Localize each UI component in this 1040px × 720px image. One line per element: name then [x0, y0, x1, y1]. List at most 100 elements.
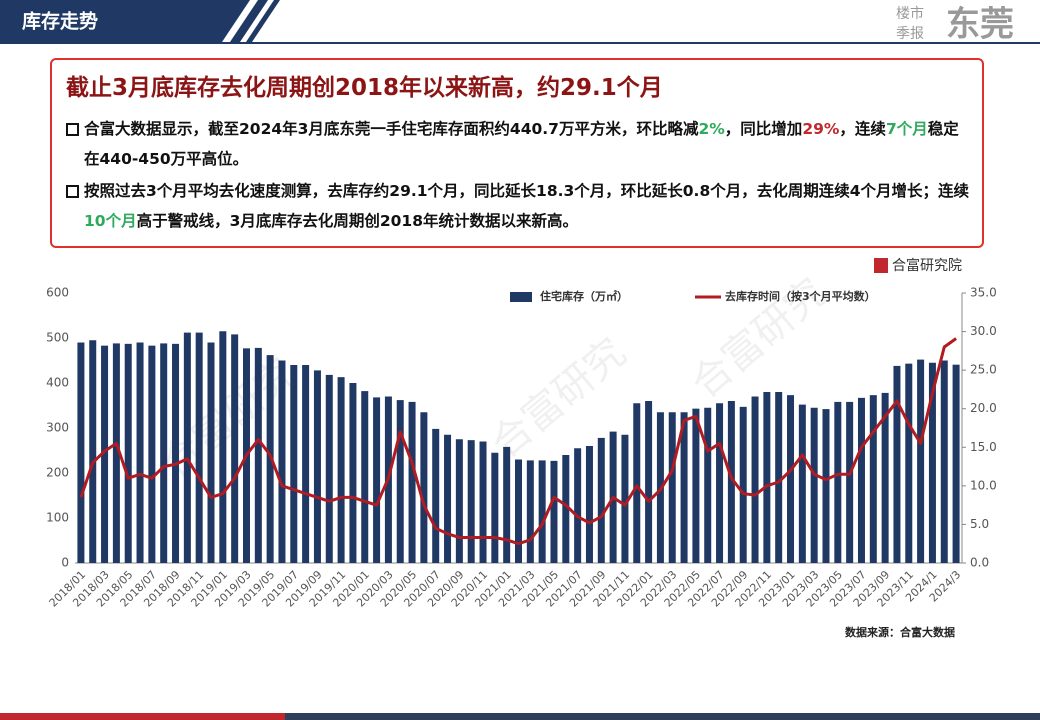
- bar: [444, 434, 452, 563]
- bar: [893, 365, 901, 563]
- bar: [396, 400, 404, 563]
- bar: [585, 446, 593, 563]
- brand-icon: [874, 258, 888, 273]
- bar: [834, 401, 842, 563]
- summary-box: 截止3月底库存去化周期创2018年以来新高，约29.1个月 合富大数据显示，截至…: [50, 58, 984, 248]
- bar: [361, 391, 369, 563]
- summary-title: 截止3月底库存去化周期创2018年以来新高，约29.1个月: [66, 75, 663, 101]
- bar: [479, 441, 487, 563]
- bar: [798, 404, 806, 563]
- header-stripe: [246, 0, 280, 42]
- bar: [928, 362, 936, 563]
- bar: [645, 401, 653, 563]
- bar: [112, 343, 120, 563]
- y-tick-label: 200: [46, 466, 69, 480]
- bar: [787, 395, 795, 563]
- bar: [432, 428, 440, 563]
- bar: [574, 448, 582, 563]
- y2-tick-label: 0.0: [970, 556, 989, 570]
- highlight: 29%: [802, 120, 840, 138]
- bar: [550, 460, 558, 563]
- y2-tick-label: 35.0: [970, 286, 997, 300]
- bar: [881, 392, 889, 563]
- bar: [124, 343, 132, 563]
- highlight: 10个月: [84, 212, 137, 230]
- logo-small: 楼市: [896, 5, 924, 22]
- bar: [940, 360, 948, 563]
- bar: [77, 342, 85, 563]
- bullets: 合富大数据显示，截至2024年3月底东莞一手住宅库存面积约440.7万平方米，环…: [62, 114, 972, 236]
- y-tick-label: 300: [46, 421, 69, 435]
- bar: [597, 437, 605, 563]
- y2-tick-label: 30.0: [970, 324, 997, 338]
- footer-navy: [285, 713, 1040, 720]
- legend-swatch: [510, 292, 532, 302]
- bar: [420, 412, 428, 563]
- bar: [857, 397, 865, 563]
- bullet-text: 稳定在440-450万平高位。: [84, 120, 959, 168]
- bar: [467, 440, 475, 563]
- bullet-text: 合富大数据显示，截至2024年3月底东莞一手住宅库存面积约440.7万平方米，环…: [84, 120, 699, 138]
- y-tick-label: 600: [46, 286, 69, 300]
- bar: [101, 345, 109, 563]
- bar: [952, 364, 960, 563]
- bar: [562, 455, 570, 563]
- bar: [846, 401, 854, 563]
- bar: [160, 343, 168, 563]
- bar: [822, 409, 830, 563]
- header-band: [0, 0, 250, 42]
- section-title: 库存走势: [22, 10, 98, 33]
- source: 数据来源：合富大数据: [845, 625, 955, 639]
- bar: [739, 406, 747, 563]
- bullet: 合富大数据显示，截至2024年3月底东莞一手住宅库存面积约440.7万平方米，环…: [62, 114, 972, 174]
- bar: [704, 407, 712, 563]
- bar: [716, 403, 724, 563]
- bar: [302, 365, 310, 563]
- bar: [526, 460, 534, 563]
- bar: [917, 359, 925, 563]
- bar: [172, 343, 180, 563]
- bar: [136, 342, 144, 563]
- y-tick-label: 100: [46, 511, 69, 525]
- legend-label: 住宅库存（万㎡）: [540, 289, 628, 303]
- bar: [668, 412, 676, 563]
- bar: [325, 374, 333, 563]
- bar: [254, 347, 262, 563]
- brand: 合富研究院: [892, 257, 962, 274]
- y2-tick-label: 25.0: [970, 363, 997, 377]
- bullet-text: 高于警戒线，3月底库存去化周期创2018年统计数据以来新高。: [136, 212, 579, 230]
- bar: [148, 345, 156, 563]
- y-tick-label: 400: [46, 376, 69, 390]
- bar: [751, 396, 759, 563]
- bar: [349, 383, 357, 563]
- bar: [183, 332, 191, 563]
- bar: [219, 331, 227, 563]
- logo-small: 季报: [896, 26, 924, 42]
- bar: [727, 401, 735, 563]
- y2-tick-label: 15.0: [970, 440, 997, 454]
- bullet-text: ，连续: [839, 120, 886, 138]
- bar: [515, 459, 522, 563]
- bar: [195, 332, 203, 563]
- bar: [491, 452, 499, 563]
- bar: [373, 397, 381, 563]
- highlight: 2%: [698, 120, 725, 138]
- bar: [503, 446, 511, 563]
- bar: [408, 401, 416, 563]
- bar: [775, 392, 783, 563]
- bar: [89, 340, 97, 563]
- bar: [680, 412, 688, 563]
- logo-big: 东莞: [946, 5, 1014, 45]
- y2-tick-label: 5.0: [970, 517, 989, 531]
- line: [79, 337, 957, 546]
- y-tick-label: 500: [46, 331, 69, 345]
- bar: [869, 395, 877, 563]
- bar: [337, 377, 345, 563]
- bullet-text: 按照过去3个月平均去化速度测算，去库存约29.1个月，同比延长18.3个月，环比…: [84, 182, 970, 200]
- highlight: 7个月: [885, 120, 928, 138]
- y2-tick-label: 20.0: [970, 401, 997, 415]
- bar: [231, 334, 239, 563]
- bar: [538, 460, 546, 563]
